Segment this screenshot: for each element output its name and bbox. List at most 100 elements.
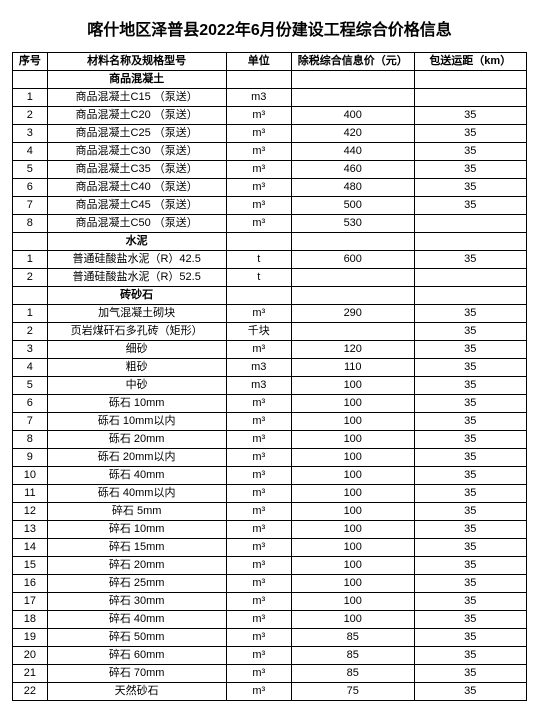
cell-unit: m³ bbox=[226, 539, 291, 557]
cell-price: 100 bbox=[291, 539, 414, 557]
table-row: 5商品混凝土C35 （泵送）m³46035 bbox=[13, 161, 527, 179]
cell-dist: 35 bbox=[414, 161, 526, 179]
cell-dist: 35 bbox=[414, 629, 526, 647]
cell-dist: 35 bbox=[414, 611, 526, 629]
cell-name: 砾石 40mm bbox=[47, 467, 226, 485]
section-blank bbox=[291, 233, 414, 251]
cell-price: 85 bbox=[291, 629, 414, 647]
page-title: 喀什地区泽普县2022年6月份建设工程综合价格信息 bbox=[12, 16, 527, 40]
col-seq: 序号 bbox=[13, 53, 48, 71]
cell-seq: 4 bbox=[13, 359, 48, 377]
cell-name: 商品混凝土C40 （泵送） bbox=[47, 179, 226, 197]
cell-unit: m³ bbox=[226, 107, 291, 125]
cell-seq: 1 bbox=[13, 89, 48, 107]
cell-seq: 21 bbox=[13, 665, 48, 683]
table-row: 6砾石 10mmm³10035 bbox=[13, 395, 527, 413]
cell-name: 加气混凝土砌块 bbox=[47, 305, 226, 323]
cell-name: 商品混凝土C30 （泵送） bbox=[47, 143, 226, 161]
table-row: 1普通硅酸盐水泥（R）42.5t60035 bbox=[13, 251, 527, 269]
cell-dist: 35 bbox=[414, 413, 526, 431]
cell-name: 砾石 10mm以内 bbox=[47, 413, 226, 431]
cell-price: 530 bbox=[291, 215, 414, 233]
section-blank bbox=[226, 287, 291, 305]
cell-seq: 18 bbox=[13, 611, 48, 629]
cell-unit: m³ bbox=[226, 179, 291, 197]
cell-seq: 7 bbox=[13, 197, 48, 215]
cell-seq: 3 bbox=[13, 341, 48, 359]
table-row: 2商品混凝土C20 （泵送）m³40035 bbox=[13, 107, 527, 125]
cell-unit: m³ bbox=[226, 665, 291, 683]
cell-name: 碎石 70mm bbox=[47, 665, 226, 683]
cell-dist: 35 bbox=[414, 449, 526, 467]
section-header-row: 砖砂石 bbox=[13, 287, 527, 305]
table-row: 4商品混凝土C30 （泵送）m³44035 bbox=[13, 143, 527, 161]
section-blank bbox=[13, 287, 48, 305]
table-row: 9砾石 20mm以内m³10035 bbox=[13, 449, 527, 467]
cell-dist: 35 bbox=[414, 377, 526, 395]
cell-price: 75 bbox=[291, 683, 414, 701]
cell-unit: m3 bbox=[226, 359, 291, 377]
cell-name: 商品混凝土C15 （泵送） bbox=[47, 89, 226, 107]
cell-name: 商品混凝土C45 （泵送） bbox=[47, 197, 226, 215]
section-header-row: 商品混凝土 bbox=[13, 71, 527, 89]
section-name: 砖砂石 bbox=[47, 287, 226, 305]
cell-unit: m³ bbox=[226, 161, 291, 179]
cell-name: 中砂 bbox=[47, 377, 226, 395]
cell-name: 碎石 15mm bbox=[47, 539, 226, 557]
cell-name: 商品混凝土C35 （泵送） bbox=[47, 161, 226, 179]
cell-dist bbox=[414, 215, 526, 233]
cell-name: 碎石 40mm bbox=[47, 611, 226, 629]
cell-unit: m³ bbox=[226, 395, 291, 413]
cell-seq: 15 bbox=[13, 557, 48, 575]
cell-price: 480 bbox=[291, 179, 414, 197]
cell-unit: m³ bbox=[226, 575, 291, 593]
cell-name: 商品混凝土C20 （泵送） bbox=[47, 107, 226, 125]
table-row: 5中砂m310035 bbox=[13, 377, 527, 395]
cell-name: 碎石 25mm bbox=[47, 575, 226, 593]
table-row: 2普通硅酸盐水泥（R）52.5t bbox=[13, 269, 527, 287]
table-row: 3细砂m³12035 bbox=[13, 341, 527, 359]
col-dist: 包送运距（km） bbox=[414, 53, 526, 71]
cell-seq: 5 bbox=[13, 377, 48, 395]
col-price: 除税综合信息价（元） bbox=[291, 53, 414, 71]
cell-unit: m³ bbox=[226, 521, 291, 539]
cell-name: 商品混凝土C25 （泵送） bbox=[47, 125, 226, 143]
cell-unit: m³ bbox=[226, 125, 291, 143]
cell-dist: 35 bbox=[414, 683, 526, 701]
table-row: 11砾石 40mm以内m³10035 bbox=[13, 485, 527, 503]
cell-seq: 9 bbox=[13, 449, 48, 467]
cell-price: 100 bbox=[291, 611, 414, 629]
cell-price bbox=[291, 323, 414, 341]
cell-name: 砾石 20mm以内 bbox=[47, 449, 226, 467]
cell-unit: m3 bbox=[226, 377, 291, 395]
cell-price: 400 bbox=[291, 107, 414, 125]
cell-seq: 11 bbox=[13, 485, 48, 503]
cell-dist: 35 bbox=[414, 179, 526, 197]
cell-seq: 6 bbox=[13, 179, 48, 197]
section-blank bbox=[414, 287, 526, 305]
cell-seq: 2 bbox=[13, 269, 48, 287]
cell-name: 商品混凝土C50 （泵送） bbox=[47, 215, 226, 233]
cell-price bbox=[291, 269, 414, 287]
section-blank bbox=[291, 287, 414, 305]
cell-seq: 14 bbox=[13, 539, 48, 557]
cell-seq: 13 bbox=[13, 521, 48, 539]
table-row: 1商品混凝土C15 （泵送）m3 bbox=[13, 89, 527, 107]
cell-unit: m³ bbox=[226, 467, 291, 485]
cell-dist: 35 bbox=[414, 359, 526, 377]
cell-dist: 35 bbox=[414, 593, 526, 611]
cell-seq: 20 bbox=[13, 647, 48, 665]
cell-price: 100 bbox=[291, 413, 414, 431]
cell-name: 碎石 10mm bbox=[47, 521, 226, 539]
cell-price: 500 bbox=[291, 197, 414, 215]
cell-price: 100 bbox=[291, 521, 414, 539]
cell-seq: 22 bbox=[13, 683, 48, 701]
table-row: 21碎石 70mmm³8535 bbox=[13, 665, 527, 683]
cell-seq: 2 bbox=[13, 107, 48, 125]
cell-unit: m³ bbox=[226, 143, 291, 161]
section-blank bbox=[414, 71, 526, 89]
table-row: 20碎石 60mmm³8535 bbox=[13, 647, 527, 665]
cell-price: 100 bbox=[291, 467, 414, 485]
price-table: 序号 材料名称及规格型号 单位 除税综合信息价（元） 包送运距（km） 商品混凝… bbox=[12, 52, 527, 701]
table-row: 10砾石 40mmm³10035 bbox=[13, 467, 527, 485]
